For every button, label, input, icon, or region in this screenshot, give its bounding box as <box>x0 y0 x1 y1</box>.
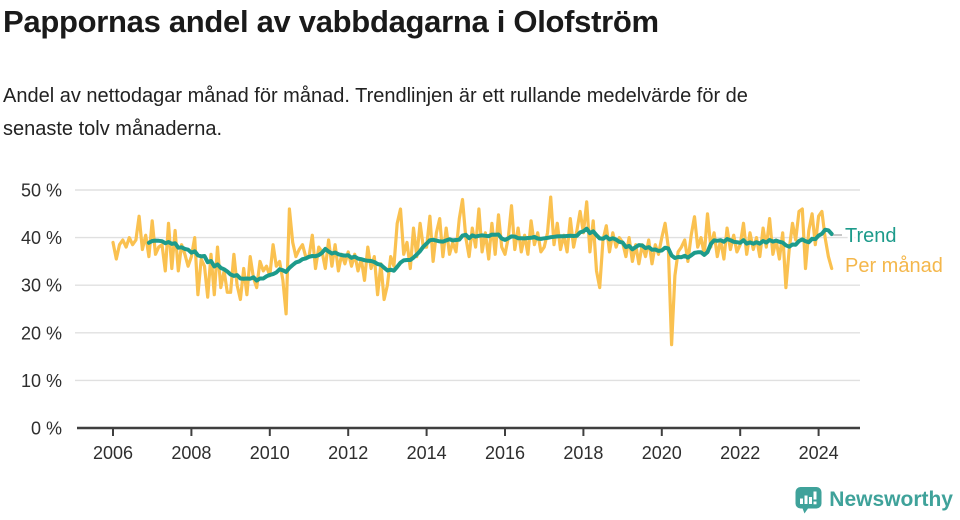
x-tick-label-2008: 2008 <box>171 443 211 463</box>
x-axis: 2006 2008 2010 2012 2014 2016 2018 2020 2022 2024 <box>77 426 860 463</box>
data-series <box>111 195 834 347</box>
y-tick-label-30: 30 % <box>21 276 62 296</box>
x-tick-label-2016: 2016 <box>485 443 525 463</box>
x-tick-label-2014: 2014 <box>407 443 447 463</box>
subtitle-line-1: Andel av nettodagar månad för månad. Tre… <box>3 85 748 107</box>
per-month-line <box>111 195 834 347</box>
trend-line <box>146 226 834 283</box>
gridlines <box>75 189 860 382</box>
y-tick-label-40: 40 % <box>21 228 62 248</box>
y-tick-label-20: 20 % <box>21 323 62 343</box>
x-tick-label-2018: 2018 <box>563 443 603 463</box>
legend-trend-label: Trend <box>845 225 897 247</box>
legend-per-month-label: Per månad <box>845 255 943 277</box>
x-tick-label-2024: 2024 <box>799 443 839 463</box>
y-tick-label-0: 0 % <box>31 419 62 439</box>
page-subtitle: Andel av nettodagar månad för månad. Tre… <box>3 80 748 146</box>
y-tick-label-10: 10 % <box>21 371 62 391</box>
x-tick-label-2020: 2020 <box>642 443 682 463</box>
x-tick-label-2022: 2022 <box>720 443 760 463</box>
page-title: Pappornas andel av vabbdagarna i Olofstr… <box>3 4 659 39</box>
subtitle-line-2: senaste tolv månaderna. <box>3 118 223 140</box>
newsworthy-brand-name: Newsworthy <box>829 488 953 511</box>
x-tick-label-2012: 2012 <box>328 443 368 463</box>
newsworthy-brand[interactable]: Newsworthy <box>795 486 953 514</box>
x-tick-label-2010: 2010 <box>250 443 290 463</box>
x-tick-label-2006: 2006 <box>93 443 133 463</box>
newsworthy-logo-icon <box>795 487 822 514</box>
y-axis-tick-labels: 0 % 10 % 20 % 30 % 40 % 50 % <box>21 181 62 439</box>
y-tick-label-50: 50 % <box>21 181 62 201</box>
